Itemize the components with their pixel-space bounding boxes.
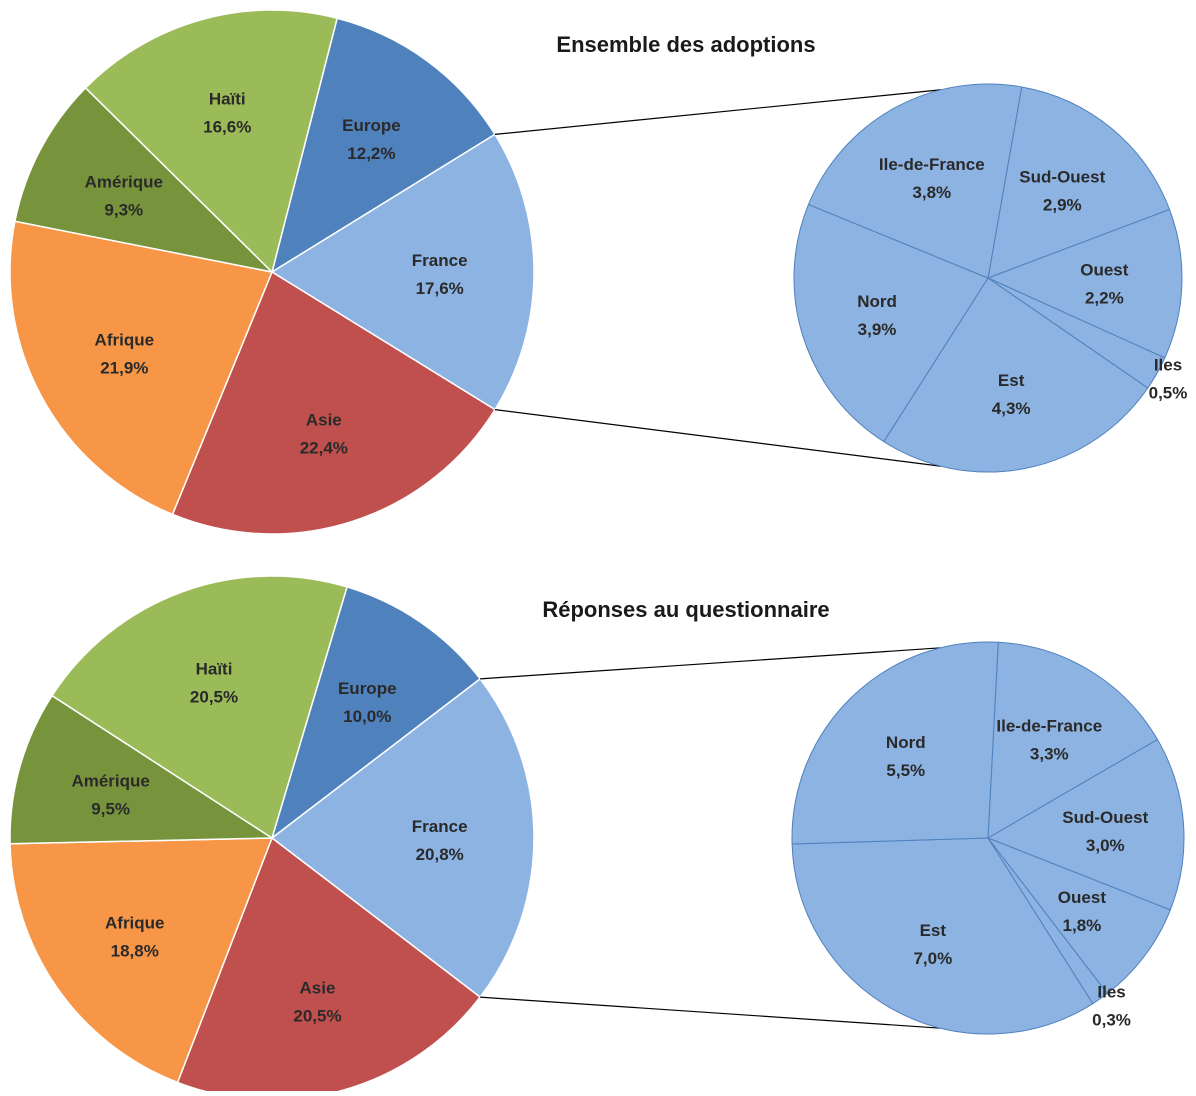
slice-europe-questionnaire: [270, 586, 482, 840]
slice-label-sub-est-adoptions: Est 4,3%: [992, 371, 1031, 418]
slice-label-sub-ouest-questionnaire: Ouest 1,8%: [1058, 888, 1107, 935]
slice-label-sub-ile-de-france-questionnaire: Ile-de-France 3,3%: [996, 717, 1102, 764]
slice-label-haiti-questionnaire: Haïti 20,5%: [190, 660, 238, 707]
slice-label-sub-sud-ouest-questionnaire: Sud-Ouest 3,0%: [1062, 808, 1148, 855]
slice-label-europe-questionnaire: Europe 10,0%: [338, 679, 397, 726]
slice-label-amerique-questionnaire: Amérique 9,5%: [71, 771, 149, 818]
slice-label-afrique-adoptions: Afrique 21,9%: [95, 330, 155, 377]
slice-afrique-adoptions: [9, 220, 274, 516]
connector-line-top-questionnaire: [480, 647, 941, 680]
connector-line-top-adoptions: [494, 89, 942, 135]
slice-haiti-questionnaire: [51, 575, 348, 840]
connector-line-bottom-adoptions: [494, 409, 942, 467]
sub-slice-ile-de-france-adoptions: [807, 83, 1023, 279]
slice-haiti-adoptions: [84, 9, 339, 274]
connector-line-bottom-questionnaire: [480, 996, 941, 1029]
sub-slice-sud-ouest-adoptions: [987, 86, 1171, 279]
chart-title-questionnaire: Réponses au questionnaire: [542, 597, 829, 622]
slice-europe-adoptions: [270, 17, 496, 274]
slice-amerique-questionnaire: [9, 694, 275, 845]
sub-slice-est-adoptions: [883, 277, 1149, 473]
slice-label-afrique-questionnaire: Afrique 18,8%: [105, 913, 165, 960]
slice-label-sub-nord-adoptions: Nord 3,9%: [857, 292, 897, 339]
sub-slice-nord-questionnaire: [791, 641, 999, 845]
slice-asie-adoptions: [171, 270, 496, 535]
slice-afrique-questionnaire: [9, 837, 274, 1084]
slice-label-sub-iles-adoptions: Iles 0,5%: [1149, 355, 1188, 402]
slice-label-france-adoptions: France 17,6%: [412, 251, 468, 298]
sub-slice-ile-de-france-questionnaire: [987, 641, 1159, 839]
chart-title-adoptions: Ensemble des adoptions: [556, 32, 815, 57]
sub-slice-sud-ouest-questionnaire: [986, 738, 1185, 911]
slice-label-asie-adoptions: Asie 22,4%: [300, 410, 348, 457]
slice-label-europe-adoptions: Europe 12,2%: [342, 116, 401, 163]
slice-label-sub-sud-ouest-adoptions: Sud-Ouest 2,9%: [1019, 167, 1105, 214]
sub-slice-ouest-questionnaire: [986, 836, 1171, 995]
slice-label-sub-iles-questionnaire: Iles 0,3%: [1092, 983, 1131, 1030]
sub-slice-est-questionnaire: [791, 837, 1094, 1035]
slice-label-sub-ile-de-france-adoptions: Ile-de-France 3,8%: [879, 155, 985, 202]
slice-label-amerique-adoptions: Amérique 9,3%: [85, 173, 163, 220]
slice-label-sub-nord-questionnaire: Nord 5,5%: [886, 733, 926, 780]
slice-label-asie-questionnaire: Asie 20,5%: [293, 978, 341, 1025]
sub-slice-ouest-adoptions: [986, 208, 1183, 359]
slice-france-adoptions: [270, 133, 535, 411]
slice-label-haiti-adoptions: Haïti 16,6%: [203, 89, 251, 136]
slice-label-france-questionnaire: France 20,8%: [412, 817, 468, 864]
slice-label-sub-est-questionnaire: Est 7,0%: [913, 921, 952, 968]
slice-france-questionnaire: [270, 677, 535, 999]
sub-slice-nord-adoptions: [793, 203, 989, 443]
slice-amerique-adoptions: [14, 86, 275, 274]
slice-label-sub-ouest-adoptions: Ouest 2,2%: [1080, 261, 1129, 308]
